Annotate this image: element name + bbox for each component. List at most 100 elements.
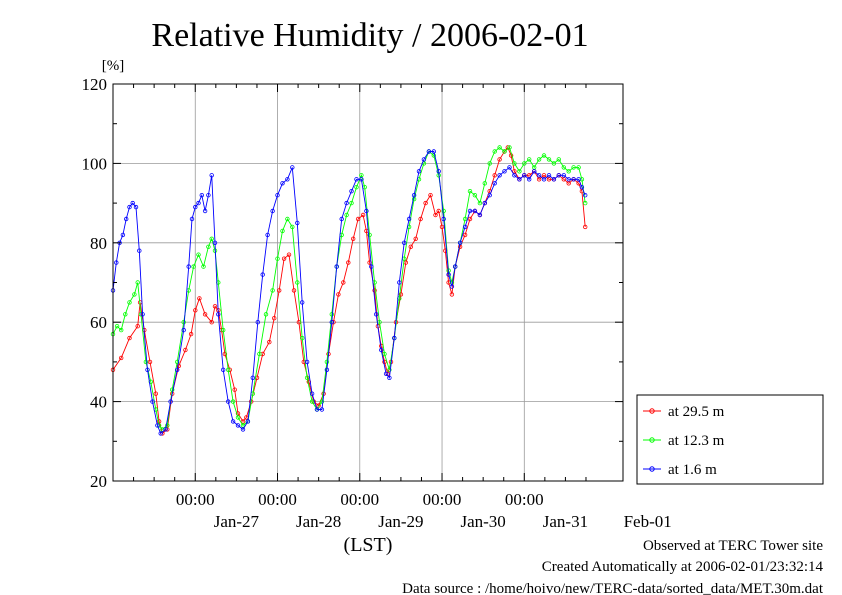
- x-time-label: 00:00: [176, 490, 215, 509]
- data-point: [571, 177, 576, 182]
- data-point: [174, 359, 180, 365]
- data-point: [329, 312, 334, 317]
- data-point: [235, 423, 241, 428]
- data-point: [571, 165, 576, 170]
- data-point: [240, 427, 246, 432]
- data-point: [411, 192, 417, 198]
- data-point: [285, 177, 290, 182]
- data-point: [449, 292, 455, 297]
- data-point: [272, 316, 277, 321]
- data-point: [428, 192, 433, 198]
- data-point: [209, 173, 214, 178]
- footnote-site: Observed at TERC Tower site: [643, 538, 823, 554]
- data-point: [169, 387, 175, 392]
- data-point: [423, 200, 428, 206]
- data-point: [334, 264, 339, 269]
- data-point: [309, 399, 315, 404]
- data-point: [398, 292, 404, 297]
- data-point: [257, 351, 262, 357]
- data-point: [329, 320, 334, 325]
- data-point: [527, 157, 532, 162]
- data-point: [123, 312, 128, 317]
- data-point: [359, 177, 364, 182]
- data-point: [270, 208, 275, 214]
- data-point: [477, 200, 483, 206]
- data-point: [551, 177, 557, 182]
- data-point: [132, 292, 137, 297]
- data-point: [295, 280, 300, 285]
- data-point: [206, 192, 211, 198]
- data-point: [527, 177, 532, 182]
- x-time-label: 00:00: [505, 490, 544, 509]
- data-point: [492, 181, 497, 186]
- data-point: [367, 232, 372, 238]
- data-point: [546, 173, 552, 178]
- data-point: [431, 149, 436, 154]
- data-point: [576, 177, 581, 182]
- x-date-label: Jan-31: [543, 512, 588, 531]
- data-point: [402, 240, 407, 245]
- legend-label: at 12.3 m: [668, 433, 725, 449]
- data-point: [260, 272, 265, 277]
- data-point: [155, 423, 160, 428]
- data-point: [354, 184, 359, 190]
- footnote-created: Created Automatically at 2006-02-01/23:3…: [542, 559, 824, 575]
- data-point: [304, 359, 310, 365]
- data-point: [392, 335, 397, 341]
- data-point: [255, 320, 260, 325]
- data-point: [441, 216, 446, 222]
- data-point: [583, 192, 588, 198]
- data-point: [135, 280, 140, 285]
- grid: [113, 84, 623, 481]
- data-point: [336, 292, 341, 297]
- data-point: [344, 212, 349, 218]
- data-point: [354, 177, 359, 182]
- data-point: [492, 149, 497, 154]
- data-point: [220, 327, 226, 333]
- y-tick-label: 40: [90, 393, 107, 412]
- data-point: [339, 216, 344, 222]
- data-point: [123, 216, 129, 222]
- data-point: [522, 161, 527, 166]
- data-point: [436, 208, 441, 214]
- footnote-source: Data source : /home/hoivo/new/TERC-data/…: [402, 581, 824, 595]
- data-point: [230, 399, 236, 404]
- data-point: [193, 308, 198, 313]
- x-time-label: 00:00: [340, 490, 379, 509]
- data-point: [517, 169, 522, 174]
- data-point: [145, 367, 150, 372]
- data-point: [280, 228, 285, 234]
- data-point: [426, 149, 432, 154]
- data-point: [281, 256, 287, 261]
- data-point: [397, 280, 402, 285]
- data-point: [319, 407, 325, 412]
- y-ticks: 20 40 60 80 100 120: [82, 75, 623, 491]
- data-point: [583, 224, 588, 230]
- plot-frame: [112, 83, 624, 482]
- data-point: [250, 375, 255, 380]
- data-point: [517, 177, 522, 182]
- legend-label: at 1.6 m: [668, 462, 717, 478]
- data-point: [181, 320, 186, 325]
- data-point: [462, 216, 468, 222]
- chart-title: Relative Humidity / 2006-02-01: [151, 17, 588, 54]
- data-point: [209, 320, 214, 325]
- data-point: [406, 216, 412, 222]
- data-point: [408, 244, 413, 249]
- y-axis-label: [%]: [102, 58, 125, 74]
- data-point: [304, 375, 310, 380]
- legend: at 29.5 m at 12.3 m at 1.6 m: [636, 394, 824, 485]
- data-point: [472, 208, 478, 214]
- data-point: [487, 192, 492, 198]
- data-point: [314, 407, 320, 412]
- data-point: [374, 312, 379, 317]
- data-point: [416, 169, 422, 174]
- data-point: [360, 212, 366, 218]
- data-point: [275, 256, 280, 261]
- data-point: [127, 300, 132, 305]
- data-point: [502, 149, 507, 154]
- data-point: [202, 208, 208, 214]
- data-point: [487, 161, 492, 166]
- series-line: [112, 146, 586, 435]
